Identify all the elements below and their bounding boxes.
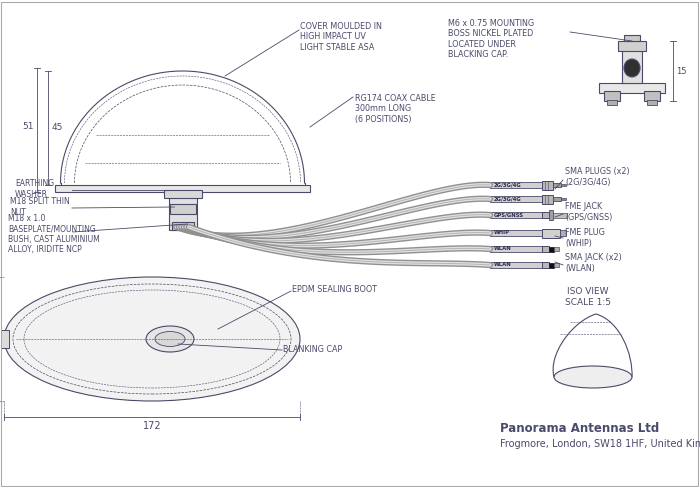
- Text: 45: 45: [52, 124, 64, 132]
- Bar: [644, 91, 660, 101]
- Text: WHIP: WHIP: [494, 230, 510, 236]
- Text: GPS/GNSS: GPS/GNSS: [494, 212, 524, 218]
- Bar: [647, 100, 657, 105]
- Text: EPDM SEALING BOOT: EPDM SEALING BOOT: [292, 284, 377, 294]
- Ellipse shape: [146, 326, 194, 352]
- Text: 172: 172: [143, 421, 161, 431]
- Bar: [624, 35, 640, 41]
- Bar: [55, 185, 310, 192]
- Text: RG174 COAX CABLE
300mm LONG
(6 POSITIONS): RG174 COAX CABLE 300mm LONG (6 POSITIONS…: [355, 94, 435, 124]
- Bar: [542, 194, 553, 204]
- Text: WLAN: WLAN: [494, 246, 512, 251]
- Ellipse shape: [554, 366, 632, 388]
- Text: M18 SPLIT THIN
NUT: M18 SPLIT THIN NUT: [10, 197, 70, 217]
- Bar: [618, 41, 646, 51]
- Bar: [490, 262, 542, 268]
- Ellipse shape: [4, 277, 300, 401]
- Bar: [490, 212, 542, 218]
- Bar: [542, 212, 549, 218]
- Text: ISO VIEW
SCALE 1:5: ISO VIEW SCALE 1:5: [565, 287, 611, 307]
- Bar: [172, 222, 193, 230]
- Bar: [542, 246, 549, 252]
- Text: 2G/3G/4G: 2G/3G/4G: [494, 196, 522, 202]
- Text: FME PLUG
(WHIP): FME PLUG (WHIP): [565, 228, 605, 248]
- Bar: [561, 184, 566, 186]
- Bar: [1, 330, 9, 348]
- Bar: [169, 204, 195, 214]
- Ellipse shape: [624, 59, 640, 77]
- Bar: [490, 182, 542, 188]
- Bar: [542, 181, 553, 189]
- Text: SMA PLUGS (x2)
(2G/3G/4G): SMA PLUGS (x2) (2G/3G/4G): [565, 168, 629, 187]
- Text: 2G/3G/4G: 2G/3G/4G: [494, 183, 522, 187]
- Text: M6 x 0.75 MOUNTING
BOSS NICKEL PLATED
LOCATED UNDER
BLACKING CAP.: M6 x 0.75 MOUNTING BOSS NICKEL PLATED LO…: [448, 19, 534, 59]
- Bar: [622, 41, 642, 83]
- Text: BLANKING CAP: BLANKING CAP: [283, 345, 342, 355]
- Bar: [549, 210, 553, 220]
- Bar: [554, 263, 559, 267]
- Bar: [164, 190, 202, 198]
- Text: EARTHING
WASHER: EARTHING WASHER: [15, 179, 54, 199]
- Bar: [599, 83, 665, 93]
- Text: Panorama Antennas Ltd: Panorama Antennas Ltd: [500, 423, 659, 435]
- Bar: [553, 183, 561, 187]
- Bar: [549, 246, 554, 251]
- Text: FME JACK
(GPS/GNSS): FME JACK (GPS/GNSS): [565, 202, 612, 222]
- Bar: [542, 262, 549, 268]
- Bar: [554, 247, 559, 251]
- Text: SMA JACK (x2)
(WLAN): SMA JACK (x2) (WLAN): [565, 253, 622, 273]
- Text: WLAN: WLAN: [494, 262, 512, 267]
- Bar: [490, 230, 542, 236]
- Ellipse shape: [155, 332, 185, 346]
- Text: COVER MOULDED IN
HIGH IMPACT UV
LIGHT STABLE ASA: COVER MOULDED IN HIGH IMPACT UV LIGHT ST…: [300, 22, 382, 52]
- Text: 15: 15: [676, 67, 687, 75]
- Text: Frogmore, London, SW18 1HF, United Kingdom: Frogmore, London, SW18 1HF, United Kingd…: [500, 439, 700, 449]
- Bar: [553, 197, 561, 201]
- Bar: [607, 100, 617, 105]
- Bar: [553, 212, 567, 218]
- Bar: [490, 246, 542, 252]
- Text: M18 x 1.0
BASEPLATE/MOUNTING
BUSH, CAST ALUMINIUM
ALLOY, IRIDITE NCP: M18 x 1.0 BASEPLATE/MOUNTING BUSH, CAST …: [8, 214, 99, 254]
- Text: 51: 51: [22, 122, 34, 131]
- Bar: [169, 192, 197, 230]
- Bar: [549, 262, 554, 267]
- Bar: [561, 198, 566, 200]
- Bar: [604, 91, 620, 101]
- Bar: [560, 230, 566, 236]
- Bar: [542, 228, 560, 238]
- Bar: [490, 196, 542, 202]
